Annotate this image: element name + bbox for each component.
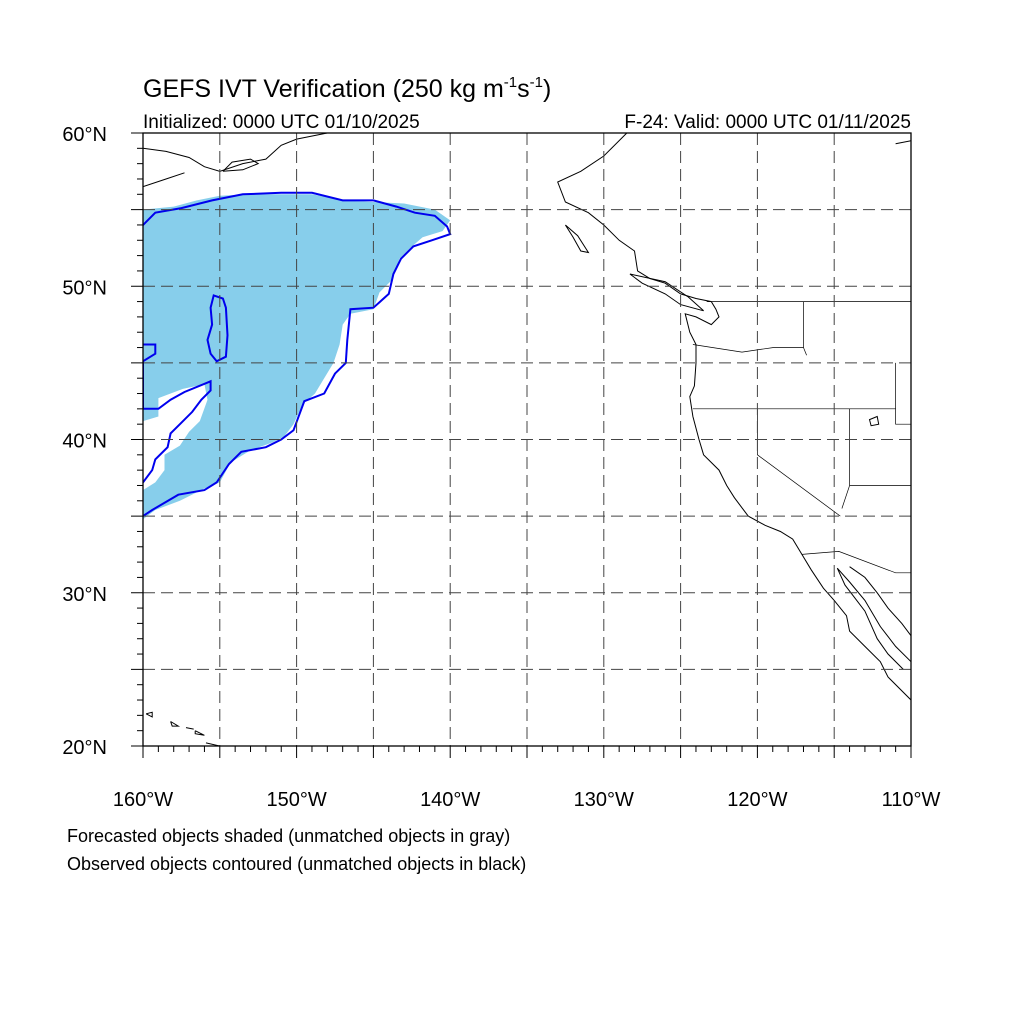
lon-tick-label: 160°W (113, 789, 173, 811)
coastline-kodiak (222, 158, 260, 172)
axis-ticks (131, 132, 912, 758)
observed-note: Observed objects contoured (unmatched ob… (67, 854, 526, 874)
coastline-alaska (143, 133, 358, 172)
coastline-vancouver-island (629, 273, 704, 312)
border-line (757, 408, 841, 517)
coastline-mexico-mainland (849, 566, 911, 636)
coastline-hawaii-1 (145, 711, 153, 718)
coastline-haida-gwaii (564, 224, 590, 254)
lat-tick-label: 40°N (62, 431, 107, 453)
coastline-north-america (557, 133, 911, 701)
lon-tick-label: 130°W (574, 789, 634, 811)
great-salt-lake (868, 415, 880, 427)
coastline-hawaii-3 (185, 727, 194, 730)
init-time-label: Initialized: 0000 UTC 01/10/2025 (143, 112, 420, 133)
border-line (801, 551, 911, 574)
coastline-yukon-corner (895, 140, 911, 145)
lat-tick-label: 30°N (62, 584, 107, 606)
observed-object-inner-contour (143, 343, 212, 483)
coastline-hawaii-2 (170, 721, 181, 727)
border-line (841, 408, 850, 509)
forecast-note: Forecasted objects shaded (unmatched obj… (67, 826, 510, 846)
valid-time-label: F-24: Valid: 0000 UTC 01/11/2025 (624, 112, 911, 133)
lat-tick-label: 20°N (62, 737, 107, 759)
chart-title: GEFS IVT Verification (250 kg m-1s-1) (143, 74, 551, 103)
lon-tick-label: 140°W (420, 789, 480, 811)
border-line (692, 344, 804, 353)
coastline-hawaii-5 (205, 742, 222, 746)
gridlines (143, 133, 911, 746)
border-line (895, 362, 911, 425)
lat-tick-label: 50°N (62, 277, 107, 299)
lat-tick-label: 60°N (62, 124, 107, 146)
coastline-hawaii-4 (194, 730, 205, 736)
observed-object-small-contour (206, 294, 229, 363)
lon-tick-label: 120°W (727, 789, 787, 811)
coastline-gulf-california (836, 567, 911, 670)
lon-tick-label: 110°W (882, 789, 941, 811)
coastline-alaska-peninsula (143, 172, 185, 188)
axis-labels: 160°W 150°W 140°W 130°W 120°W 110°W 60°N 50°N 40… (62, 124, 940, 811)
border-line (803, 301, 807, 356)
lon-tick-label: 150°W (266, 789, 326, 811)
observed-object-contour (143, 191, 452, 517)
